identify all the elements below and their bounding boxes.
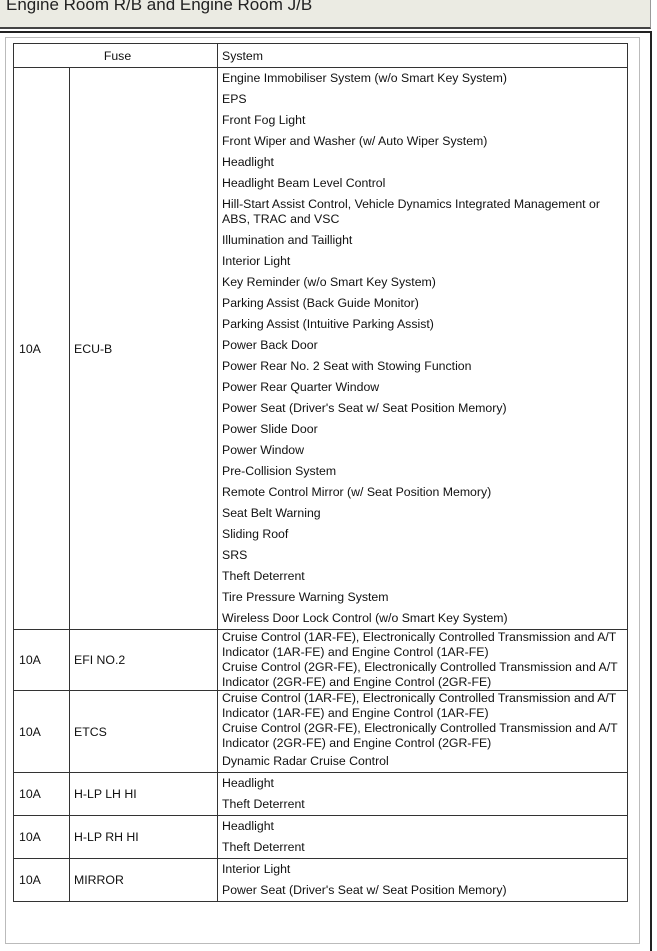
system-item: Power Rear No. 2 Seat with Stowing Funct… bbox=[222, 359, 472, 373]
table-row: 10A MIRROR Interior Light Power Seat (Drive… bbox=[13, 858, 628, 902]
fuse-table: Fuse System 10A ECU-B Engine Immobiliser S… bbox=[13, 43, 628, 902]
fuse-name: ECU-B bbox=[69, 67, 218, 630]
system-item: Cruise Control (2GR-FE), Electronically … bbox=[222, 721, 618, 750]
header-system: System bbox=[217, 43, 628, 68]
system-item: Remote Control Mirror (w/ Seat Position … bbox=[222, 485, 492, 499]
section-title-bar: Engine Room R/B and Engine Room J/B bbox=[0, 0, 651, 29]
system-item: Power Seat (Driver's Seat w/ Seat Positi… bbox=[222, 401, 507, 415]
system-item: Illumination and Taillight bbox=[222, 233, 353, 247]
header-fuse: Fuse bbox=[13, 43, 218, 68]
system-item: Headlight Beam Level Control bbox=[222, 176, 386, 190]
section-title: Engine Room R/B and Engine Room J/B bbox=[6, 0, 313, 14]
system-item: Front Fog Light bbox=[222, 113, 306, 127]
system-cell: Headlight Theft Deterrent bbox=[217, 772, 628, 816]
fuse-amperage: 10A bbox=[13, 629, 70, 691]
system-item: Interior Light bbox=[222, 254, 291, 268]
system-item: Interior Light bbox=[222, 862, 291, 876]
table-header-row: Fuse System bbox=[13, 43, 628, 68]
system-item: Key Reminder (w/o Smart Key System) bbox=[222, 275, 436, 289]
system-item: Headlight bbox=[222, 155, 274, 169]
system-item: Seat Belt Warning bbox=[222, 506, 321, 520]
system-item: EPS bbox=[222, 92, 247, 106]
system-item: Hill-Start Assist Control, Vehicle Dynam… bbox=[222, 197, 600, 226]
system-cell: Cruise Control (1AR-FE), Electronically … bbox=[217, 690, 628, 773]
system-item: Theft Deterrent bbox=[222, 569, 305, 583]
system-item: Cruise Control (1AR-FE), Electronically … bbox=[222, 630, 617, 659]
system-item: Cruise Control (1AR-FE), Electronically … bbox=[222, 691, 617, 720]
content-frame bbox=[0, 31, 652, 951]
table-row: 10A ECU-B Engine Immobiliser System (w/o S… bbox=[13, 67, 628, 630]
system-item: Cruise Control (2GR-FE), Electronically … bbox=[222, 660, 618, 689]
system-item: Parking Assist (Back Guide Monitor) bbox=[222, 296, 419, 310]
table-row: 10A EFI NO.2 Cruise Control (1AR-FE), Elec… bbox=[13, 629, 628, 691]
fuse-amperage: 10A bbox=[13, 815, 70, 859]
table-row: 10A H-LP RH HI Headlight Theft Deterrent bbox=[13, 815, 628, 859]
system-item: Power Rear Quarter Window bbox=[222, 380, 380, 394]
table-container bbox=[5, 37, 640, 944]
system-item: Parking Assist (Intuitive Parking Assist… bbox=[222, 317, 434, 331]
table-row: 10A H-LP LH HI Headlight Theft Deterrent bbox=[13, 772, 628, 816]
system-item: Power Seat (Driver's Seat w/ Seat Positi… bbox=[222, 883, 507, 897]
system-item: Dynamic Radar Cruise Control bbox=[222, 754, 389, 768]
table-body: 10A ECU-B Engine Immobiliser System (w/o S… bbox=[13, 67, 628, 902]
system-item: Front Wiper and Washer (w/ Auto Wiper Sy… bbox=[222, 134, 488, 148]
system-item: Tire Pressure Warning System bbox=[222, 590, 389, 604]
fuse-name: ETCS bbox=[69, 690, 218, 773]
system-item: Theft Deterrent bbox=[222, 797, 305, 811]
fuse-name: H-LP LH HI bbox=[69, 772, 218, 816]
system-item: Power Slide Door bbox=[222, 422, 318, 436]
fuse-amperage: 10A bbox=[13, 858, 70, 902]
table-row: 10A ETCS Cruise Control (1AR-FE), Electron… bbox=[13, 690, 628, 773]
fuse-name: MIRROR bbox=[69, 858, 218, 902]
system-item: Headlight bbox=[222, 776, 274, 790]
system-cell: Cruise Control (1AR-FE), Electronically … bbox=[217, 629, 628, 691]
system-item: Engine Immobiliser System (w/o Smart Key… bbox=[222, 71, 507, 85]
system-item: Power Back Door bbox=[222, 338, 318, 352]
fuse-amperage: 10A bbox=[13, 67, 70, 630]
fuse-name: EFI NO.2 bbox=[69, 629, 218, 691]
system-cell: Interior Light Power Seat (Driver's Seat … bbox=[217, 858, 628, 902]
system-item: Pre-Collision System bbox=[222, 464, 337, 478]
system-item: Theft Deterrent bbox=[222, 840, 305, 854]
fuse-amperage: 10A bbox=[13, 690, 70, 773]
system-cell: Headlight Theft Deterrent bbox=[217, 815, 628, 859]
fuse-amperage: 10A bbox=[13, 772, 70, 816]
system-item: Sliding Roof bbox=[222, 527, 289, 541]
system-cell: Engine Immobiliser System (w/o Smart Key… bbox=[217, 67, 628, 630]
system-item: Power Window bbox=[222, 443, 305, 457]
system-item: Wireless Door Lock Control (w/o Smart Ke… bbox=[222, 611, 508, 625]
system-item: SRS bbox=[222, 548, 248, 562]
system-item: Headlight bbox=[222, 819, 274, 833]
fuse-name: H-LP RH HI bbox=[69, 815, 218, 859]
